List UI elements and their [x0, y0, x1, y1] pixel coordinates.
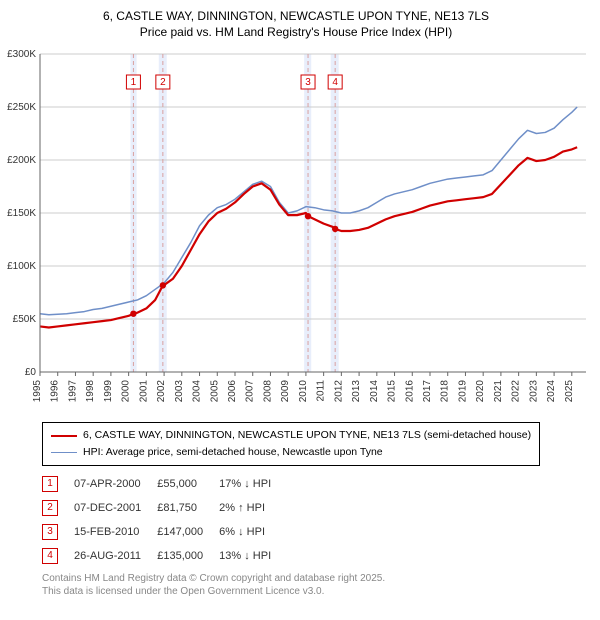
footnote-line-1: Contains HM Land Registry data © Crown c… [42, 572, 590, 585]
svg-text:2010: 2010 [298, 380, 309, 403]
svg-text:2001: 2001 [138, 380, 149, 403]
svg-text:2018: 2018 [440, 380, 451, 403]
table-row: 4 26-AUG-2011£135,00013% ↓ HPI [42, 544, 287, 568]
sale-price: £135,000 [157, 544, 219, 568]
svg-text:1995: 1995 [32, 380, 43, 403]
sale-date: 07-DEC-2001 [74, 496, 157, 520]
svg-text:1998: 1998 [85, 380, 96, 403]
sale-date: 07-APR-2000 [74, 472, 157, 496]
svg-text:2006: 2006 [227, 380, 238, 403]
sale-price: £55,000 [157, 472, 219, 496]
svg-text:4: 4 [332, 77, 338, 88]
title-line-1: 6, CASTLE WAY, DINNINGTON, NEWCASTLE UPO… [2, 8, 590, 24]
svg-text:2017: 2017 [422, 380, 433, 403]
legend-swatch [51, 435, 77, 437]
svg-text:2: 2 [160, 77, 166, 88]
svg-text:2007: 2007 [245, 380, 256, 403]
svg-text:2020: 2020 [475, 380, 486, 403]
sale-date: 26-AUG-2011 [74, 544, 157, 568]
legend: 6, CASTLE WAY, DINNINGTON, NEWCASTLE UPO… [42, 422, 540, 466]
svg-text:2022: 2022 [511, 380, 522, 403]
page-root: 6, CASTLE WAY, DINNINGTON, NEWCASTLE UPO… [0, 0, 600, 604]
legend-row: 6, CASTLE WAY, DINNINGTON, NEWCASTLE UPO… [51, 427, 531, 444]
svg-text:2004: 2004 [192, 380, 203, 403]
sale-badge: 1 [42, 476, 58, 492]
svg-text:1999: 1999 [103, 380, 114, 403]
sale-badge: 2 [42, 500, 58, 516]
sale-price: £147,000 [157, 520, 219, 544]
svg-text:2012: 2012 [333, 380, 344, 403]
svg-text:2021: 2021 [493, 380, 504, 403]
sales-table: 1 07-APR-2000£55,00017% ↓ HPI 2 07-DEC-2001… [42, 472, 287, 568]
svg-text:1997: 1997 [67, 380, 78, 403]
svg-text:2019: 2019 [457, 380, 468, 403]
sale-delta: 17% ↓ HPI [219, 472, 287, 496]
svg-text:1: 1 [131, 77, 137, 88]
sale-delta: 6% ↓ HPI [219, 520, 287, 544]
svg-text:£250K: £250K [7, 102, 36, 113]
legend-swatch [51, 452, 77, 453]
svg-text:2016: 2016 [404, 380, 415, 403]
sale-badge: 4 [42, 548, 58, 564]
table-row: 2 07-DEC-2001£81,7502% ↑ HPI [42, 496, 287, 520]
svg-text:£0: £0 [25, 367, 37, 378]
svg-text:2002: 2002 [156, 380, 167, 403]
svg-text:3: 3 [305, 77, 311, 88]
sale-delta: 13% ↓ HPI [219, 544, 287, 568]
svg-text:2013: 2013 [351, 380, 362, 403]
chart-titles: 6, CASTLE WAY, DINNINGTON, NEWCASTLE UPO… [2, 8, 590, 40]
table-row: 1 07-APR-2000£55,00017% ↓ HPI [42, 472, 287, 496]
svg-text:2025: 2025 [564, 380, 575, 403]
chart-area: £0 £50K £100K £150K £200K £250K £300K 1995 1996 1… [2, 42, 590, 412]
legend-label: 6, CASTLE WAY, DINNINGTON, NEWCASTLE UPO… [83, 427, 531, 444]
line-chart: £0 £50K £100K £150K £200K £250K £300K 1995 1996 1… [2, 42, 590, 412]
legend-label: HPI: Average price, semi-detached house,… [83, 444, 383, 461]
svg-text:2014: 2014 [369, 380, 380, 403]
sale-badge: 3 [42, 524, 58, 540]
svg-text:2009: 2009 [280, 380, 291, 403]
svg-text:2015: 2015 [387, 380, 398, 403]
svg-text:£50K: £50K [13, 314, 37, 325]
svg-text:2008: 2008 [262, 380, 273, 403]
footnote: Contains HM Land Registry data © Crown c… [42, 572, 590, 598]
svg-text:2023: 2023 [528, 380, 539, 403]
svg-text:2005: 2005 [209, 380, 220, 403]
svg-text:£200K: £200K [7, 155, 36, 166]
sale-date: 15-FEB-2010 [74, 520, 157, 544]
svg-text:2003: 2003 [174, 380, 185, 403]
sale-delta: 2% ↑ HPI [219, 496, 287, 520]
legend-row: HPI: Average price, semi-detached house,… [51, 444, 531, 461]
svg-text:2011: 2011 [316, 380, 327, 402]
svg-text:£100K: £100K [7, 261, 36, 272]
svg-text:1996: 1996 [50, 380, 61, 403]
table-row: 3 15-FEB-2010£147,0006% ↓ HPI [42, 520, 287, 544]
footnote-line-2: This data is licensed under the Open Gov… [42, 585, 590, 598]
svg-text:£300K: £300K [7, 49, 36, 60]
sale-price: £81,750 [157, 496, 219, 520]
title-line-2: Price paid vs. HM Land Registry's House … [2, 24, 590, 40]
svg-text:2000: 2000 [121, 380, 132, 403]
svg-text:£150K: £150K [7, 208, 36, 219]
svg-text:2024: 2024 [546, 380, 557, 403]
